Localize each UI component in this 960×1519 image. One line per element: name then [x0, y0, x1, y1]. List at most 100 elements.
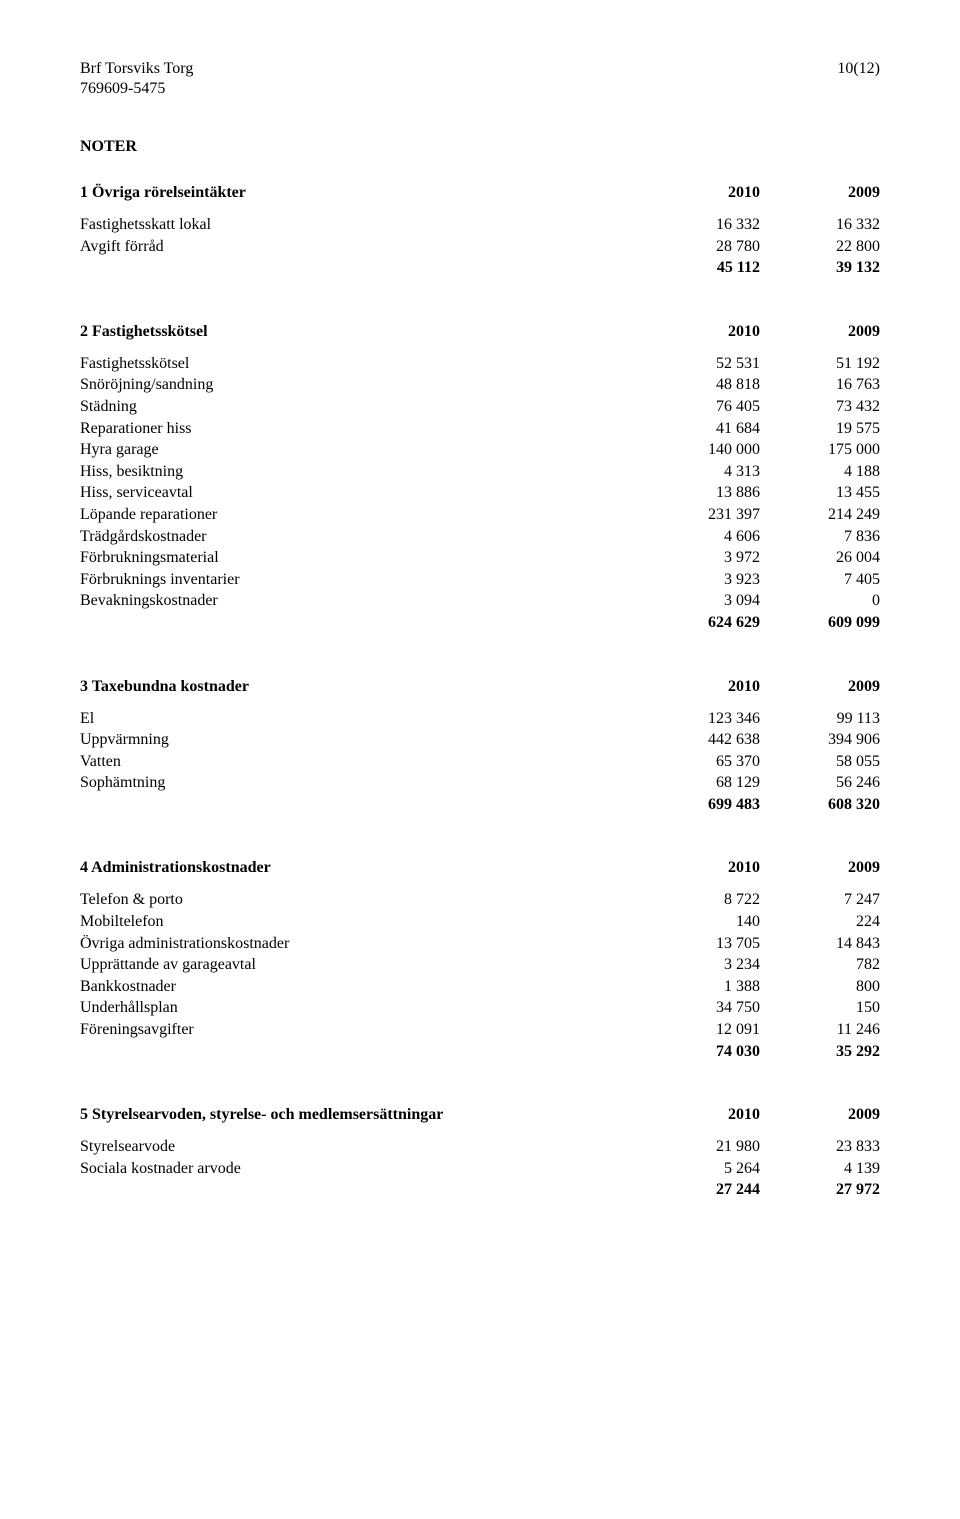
total-value-1: 27 244	[640, 1179, 760, 1201]
note-row: Fastighetsskatt lokal16 33216 332	[80, 214, 880, 236]
row-values: 123 34699 113	[640, 708, 880, 730]
note-row: Vatten65 37058 055	[80, 751, 880, 773]
section-spacer	[80, 1201, 880, 1217]
row-values: 3 234782	[640, 954, 880, 976]
row-value-2: 73 432	[760, 396, 880, 418]
row-label: Uppvärmning	[80, 729, 640, 751]
row-label: Styrelsearvode	[80, 1136, 640, 1158]
section-spacer	[80, 634, 880, 650]
year-col-2: 2009	[760, 678, 880, 696]
row-value-1: 28 780	[640, 236, 760, 258]
total-label	[80, 257, 640, 279]
row-values: 65 37058 055	[640, 751, 880, 773]
row-values: 41 68419 575	[640, 418, 880, 440]
row-value-2: 14 843	[760, 933, 880, 955]
row-value-2: 4 139	[760, 1158, 880, 1180]
row-value-1: 34 750	[640, 997, 760, 1019]
row-value-2: 0	[760, 590, 880, 612]
row-value-1: 3 923	[640, 569, 760, 591]
note-row: El123 34699 113	[80, 708, 880, 730]
section-spacer	[80, 279, 880, 295]
note-row: Underhållsplan34 750150	[80, 997, 880, 1019]
row-label: Hyra garage	[80, 439, 640, 461]
row-values: 21 98023 833	[640, 1136, 880, 1158]
row-value-1: 8 722	[640, 889, 760, 911]
row-value-1: 3 234	[640, 954, 760, 976]
note-row: Bevakningskostnader3 0940	[80, 590, 880, 612]
row-value-1: 140 000	[640, 439, 760, 461]
row-label: Sophämtning	[80, 772, 640, 794]
row-value-1: 3 972	[640, 547, 760, 569]
total-values: 74 03035 292	[640, 1041, 880, 1063]
row-value-1: 12 091	[640, 1019, 760, 1041]
row-value-2: 22 800	[760, 236, 880, 258]
row-values: 140224	[640, 911, 880, 933]
note-row: Snöröjning/sandning48 81816 763	[80, 374, 880, 396]
row-label: Vatten	[80, 751, 640, 773]
row-label: Bevakningskostnader	[80, 590, 640, 612]
row-value-1: 76 405	[640, 396, 760, 418]
year-col-1: 2010	[640, 859, 760, 877]
row-value-1: 16 332	[640, 214, 760, 236]
note-row: Sociala kostnader arvode5 2644 139	[80, 1158, 880, 1180]
row-value-2: 175 000	[760, 439, 880, 461]
row-value-2: 7 405	[760, 569, 880, 591]
row-label: Snöröjning/sandning	[80, 374, 640, 396]
note-heading: 2 Fastighetsskötsel20102009	[80, 323, 880, 341]
row-label: Trädgårdskostnader	[80, 526, 640, 548]
note-row: Förbrukningsmaterial3 97226 004	[80, 547, 880, 569]
row-label: Underhållsplan	[80, 997, 640, 1019]
total-values: 27 24427 972	[640, 1179, 880, 1201]
row-value-1: 65 370	[640, 751, 760, 773]
row-values: 68 12956 246	[640, 772, 880, 794]
row-label: Hiss, besiktning	[80, 461, 640, 483]
total-value-2: 27 972	[760, 1179, 880, 1201]
row-values: 28 78022 800	[640, 236, 880, 258]
note-row: Städning76 40573 432	[80, 396, 880, 418]
note-total-row: 699 483608 320	[80, 794, 880, 816]
note-total-row: 45 11239 132	[80, 257, 880, 279]
total-value-2: 35 292	[760, 1041, 880, 1063]
note-title: 1 Övriga rörelseintäkter	[80, 184, 246, 202]
note-row: Löpande reparationer231 397214 249	[80, 504, 880, 526]
note-title: 2 Fastighetsskötsel	[80, 323, 208, 341]
total-value-2: 608 320	[760, 794, 880, 816]
total-value-2: 39 132	[760, 257, 880, 279]
note-total-row: 27 24427 972	[80, 1179, 880, 1201]
year-col-2: 2009	[760, 1106, 880, 1124]
row-label: Sociala kostnader arvode	[80, 1158, 640, 1180]
row-value-1: 48 818	[640, 374, 760, 396]
note-row: Upprättande av garageavtal3 234782	[80, 954, 880, 976]
total-label	[80, 1179, 640, 1201]
note-years: 20102009	[640, 184, 880, 202]
row-value-2: 99 113	[760, 708, 880, 730]
row-value-2: 394 906	[760, 729, 880, 751]
row-value-2: 26 004	[760, 547, 880, 569]
total-value-1: 74 030	[640, 1041, 760, 1063]
note-heading: 1 Övriga rörelseintäkter 20102009	[80, 184, 880, 202]
total-value-2: 609 099	[760, 612, 880, 634]
note-row: Föreningsavgifter12 09111 246	[80, 1019, 880, 1041]
row-value-2: 214 249	[760, 504, 880, 526]
year-col-2: 2009	[760, 323, 880, 341]
year-col-1: 2010	[640, 1106, 760, 1124]
row-values: 48 81816 763	[640, 374, 880, 396]
row-values: 34 750150	[640, 997, 880, 1019]
year-col-1: 2010	[640, 184, 760, 202]
row-value-1: 21 980	[640, 1136, 760, 1158]
section-spacer	[80, 1062, 880, 1078]
row-value-2: 7 247	[760, 889, 880, 911]
row-label: Förbrukningsmaterial	[80, 547, 640, 569]
note-row: Uppvärmning442 638394 906	[80, 729, 880, 751]
row-values: 3 9237 405	[640, 569, 880, 591]
page-number: 10(12)	[837, 60, 880, 78]
row-label: El	[80, 708, 640, 730]
row-label: Löpande reparationer	[80, 504, 640, 526]
note-years: 20102009	[640, 859, 880, 877]
note-row: Hiss, besiktning4 3134 188	[80, 461, 880, 483]
note-heading: 3 Taxebundna kostnader20102009	[80, 678, 880, 696]
note-row: Hyra garage140 000175 000	[80, 439, 880, 461]
row-value-1: 5 264	[640, 1158, 760, 1180]
row-values: 52 53151 192	[640, 353, 880, 375]
row-values: 231 397214 249	[640, 504, 880, 526]
